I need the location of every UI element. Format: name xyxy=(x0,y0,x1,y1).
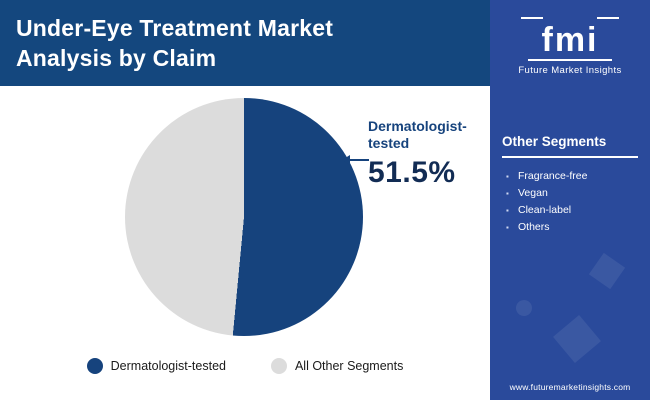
header-banner: Under-Eye Treatment Market Analysis by C… xyxy=(0,0,490,86)
decorative-shape xyxy=(588,252,626,290)
other-segments-list: Fragrance-free Vegan Clean-label Others xyxy=(506,168,638,236)
segment-item-fragrance-free: Fragrance-free xyxy=(506,168,638,185)
segment-item-vegan: Vegan xyxy=(506,185,638,202)
segment-item-others: Others xyxy=(506,219,638,236)
sidebar: fmi Future Market Insights Other Segment… xyxy=(490,0,650,400)
annotation-label: Dermatologist-tested xyxy=(368,118,467,151)
page-title: Under-Eye Treatment Market Analysis by C… xyxy=(16,13,474,73)
pie-chart xyxy=(125,98,363,336)
brand-name: Future Market Insights xyxy=(518,65,622,76)
logo-people-icons xyxy=(490,10,650,22)
legend-label-dermatologist-tested: Dermatologist-tested xyxy=(110,359,226,373)
website-link[interactable]: www.futuremarketinsights.com xyxy=(509,382,631,392)
legend-label-all-other-segments: All Other Segments xyxy=(294,359,404,373)
logo-underline xyxy=(528,59,612,61)
legend-item-all-other-segments: All Other Segments xyxy=(270,358,404,374)
pie-annotation: Dermatologist-tested 51.5% xyxy=(368,118,486,190)
decorative-shape xyxy=(513,297,535,319)
legend-item-dermatologist-tested: Dermatologist-tested xyxy=(86,358,226,374)
legend-swatch-dermatologist-tested xyxy=(86,358,103,374)
legend-swatch-all-other-segments xyxy=(270,358,287,374)
annotation-arrow xyxy=(342,155,369,165)
logo-line-right xyxy=(597,17,619,19)
chart-area: Dermatologist-tested 51.5% Dermatologist… xyxy=(0,86,490,400)
page-title-line1: Under-Eye Treatment Market xyxy=(16,15,334,41)
annotation-value: 51.5% xyxy=(368,156,456,189)
chart-legend: Dermatologist-tested All Other Segments xyxy=(0,358,490,374)
other-segments-panel: Other Segments Fragrance-free Vegan Clea… xyxy=(502,134,638,236)
segment-item-clean-label: Clean-label xyxy=(506,202,638,219)
other-segments-title: Other Segments xyxy=(502,134,638,158)
logo-text: fmi xyxy=(541,21,599,59)
logo-line-left xyxy=(521,17,543,19)
fmi-logo: fmi Future Market Insights xyxy=(490,10,650,76)
decorative-shape xyxy=(553,315,601,363)
page-title-line2: Analysis by Claim xyxy=(16,45,217,71)
